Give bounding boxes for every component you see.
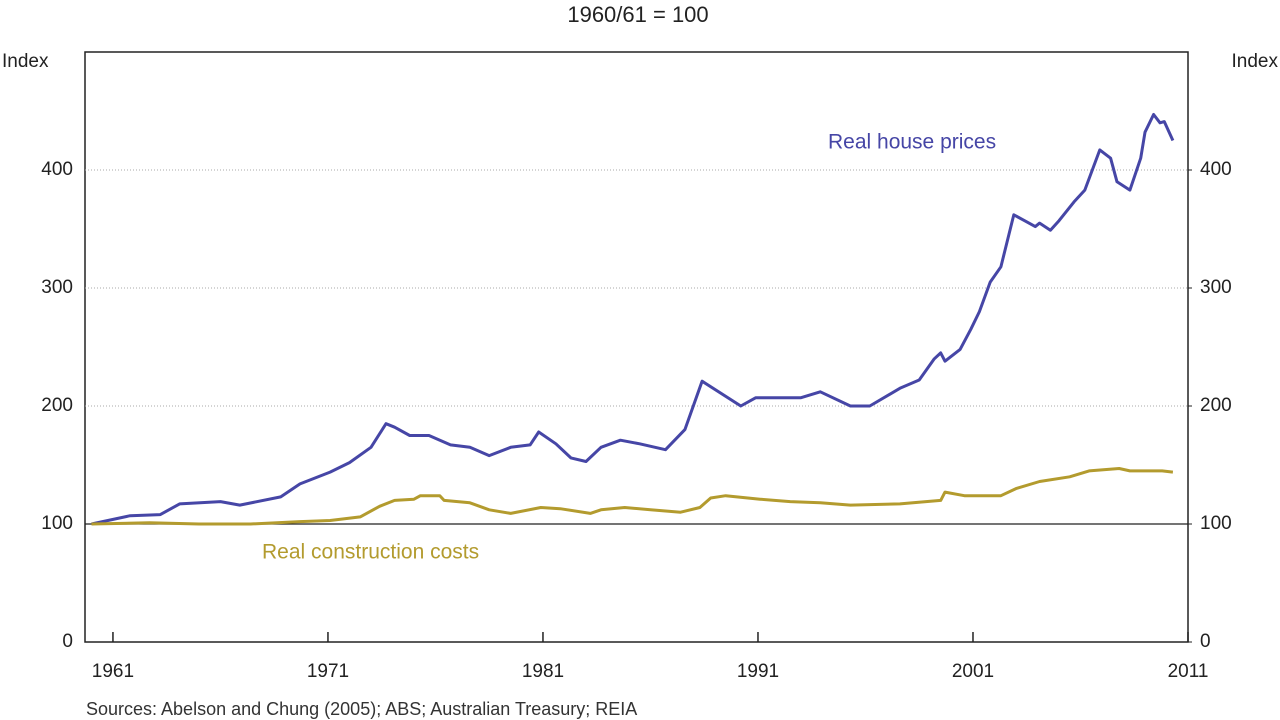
- series-label: Real house prices: [828, 131, 996, 154]
- x-tick-label: 1961: [92, 661, 134, 682]
- x-tick-label: 1981: [522, 661, 564, 682]
- series-line: [91, 467, 1174, 526]
- x-tick-label: 1971: [307, 661, 349, 682]
- y-tick-label: 0: [62, 631, 73, 652]
- y-tick-label: 300: [41, 277, 73, 298]
- series-line: [91, 113, 1175, 526]
- y2-tick-label: 200: [1200, 395, 1232, 416]
- y2-tick-label: 0: [1200, 631, 1211, 652]
- y-axis-label: Index: [2, 51, 49, 72]
- y-tick-label: 400: [41, 159, 73, 180]
- x-tick-label: 2001: [952, 661, 994, 682]
- source-note: Sources: Abelson and Chung (2005); ABS; …: [86, 699, 637, 719]
- chart-subtitle: 1960/61 = 100: [567, 2, 708, 27]
- y-tick-label: 100: [41, 513, 73, 534]
- x-tick-label: 2011: [1168, 661, 1209, 682]
- y2-axis-label: Index: [1232, 51, 1279, 72]
- x-tick-label: 1991: [737, 661, 779, 682]
- y2-tick-label: 100: [1200, 513, 1232, 534]
- y-tick-label: 200: [41, 395, 73, 416]
- y2-tick-label: 400: [1200, 159, 1232, 180]
- series-label: Real construction costs: [262, 541, 479, 564]
- y2-tick-label: 300: [1200, 277, 1232, 298]
- plot-frame: [84, 51, 1189, 643]
